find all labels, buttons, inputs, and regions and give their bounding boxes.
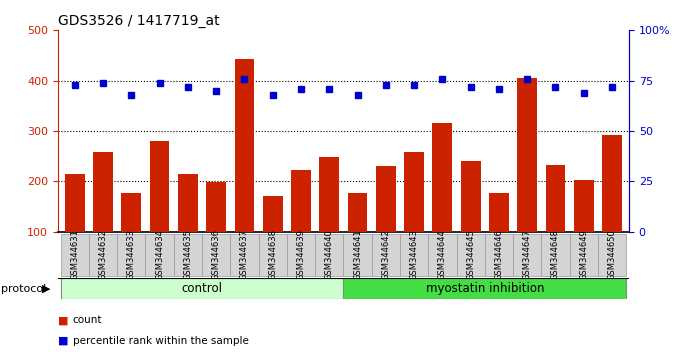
Bar xyxy=(432,124,452,232)
Bar xyxy=(122,193,141,232)
Bar xyxy=(574,180,594,232)
Bar xyxy=(343,234,372,276)
Text: GSM344633: GSM344633 xyxy=(127,229,136,280)
Bar xyxy=(315,234,343,276)
Bar xyxy=(61,234,89,276)
Bar xyxy=(61,278,343,299)
Text: ■: ■ xyxy=(58,336,68,346)
Bar xyxy=(178,174,198,232)
Bar xyxy=(461,161,481,232)
Text: GSM344643: GSM344643 xyxy=(409,229,419,280)
Bar xyxy=(456,234,485,276)
Bar xyxy=(235,59,254,232)
Bar xyxy=(173,234,202,276)
Bar xyxy=(343,278,626,299)
Bar xyxy=(287,234,315,276)
Text: GSM344635: GSM344635 xyxy=(184,229,192,280)
Text: ▶: ▶ xyxy=(42,284,50,293)
Bar xyxy=(602,135,622,232)
Bar xyxy=(513,234,541,276)
Text: GSM344636: GSM344636 xyxy=(211,229,220,280)
Text: GSM344650: GSM344650 xyxy=(607,229,617,280)
Bar xyxy=(570,234,598,276)
Text: GSM344639: GSM344639 xyxy=(296,229,305,280)
Bar xyxy=(598,234,626,276)
Bar xyxy=(93,152,113,232)
Text: protocol: protocol xyxy=(1,284,47,293)
Text: GSM344641: GSM344641 xyxy=(353,229,362,280)
Bar xyxy=(231,234,258,276)
Text: GSM344634: GSM344634 xyxy=(155,229,164,280)
Bar xyxy=(404,152,424,232)
Bar xyxy=(117,234,146,276)
Bar xyxy=(545,165,565,232)
Text: ■: ■ xyxy=(58,315,68,325)
Text: GSM344637: GSM344637 xyxy=(240,229,249,280)
Bar xyxy=(146,234,173,276)
Bar xyxy=(489,193,509,232)
Text: GSM344646: GSM344646 xyxy=(494,229,503,280)
Text: GSM344648: GSM344648 xyxy=(551,229,560,280)
Text: GSM344640: GSM344640 xyxy=(325,229,334,280)
Text: GSM344642: GSM344642 xyxy=(381,229,390,280)
Bar xyxy=(485,234,513,276)
Text: GDS3526 / 1417719_at: GDS3526 / 1417719_at xyxy=(58,14,220,28)
Bar xyxy=(541,234,570,276)
Bar xyxy=(262,195,283,232)
Text: GSM344649: GSM344649 xyxy=(579,229,588,280)
Text: GSM344631: GSM344631 xyxy=(70,229,80,280)
Bar xyxy=(258,234,287,276)
Bar xyxy=(291,170,311,232)
Bar xyxy=(400,234,428,276)
Bar xyxy=(347,193,367,232)
Bar xyxy=(320,157,339,232)
Bar xyxy=(206,182,226,232)
Text: count: count xyxy=(73,315,102,325)
Text: GSM344632: GSM344632 xyxy=(99,229,107,280)
Text: percentile rank within the sample: percentile rank within the sample xyxy=(73,336,249,346)
Bar xyxy=(65,174,85,232)
Text: GSM344645: GSM344645 xyxy=(466,229,475,280)
Text: control: control xyxy=(182,282,222,295)
Bar xyxy=(202,234,231,276)
Bar xyxy=(150,141,169,232)
Bar xyxy=(428,234,456,276)
Bar xyxy=(517,78,537,232)
Bar xyxy=(89,234,117,276)
Text: myostatin inhibition: myostatin inhibition xyxy=(426,282,544,295)
Bar xyxy=(372,234,400,276)
Text: GSM344644: GSM344644 xyxy=(438,229,447,280)
Bar xyxy=(376,166,396,232)
Text: GSM344638: GSM344638 xyxy=(268,229,277,280)
Text: GSM344647: GSM344647 xyxy=(523,229,532,280)
